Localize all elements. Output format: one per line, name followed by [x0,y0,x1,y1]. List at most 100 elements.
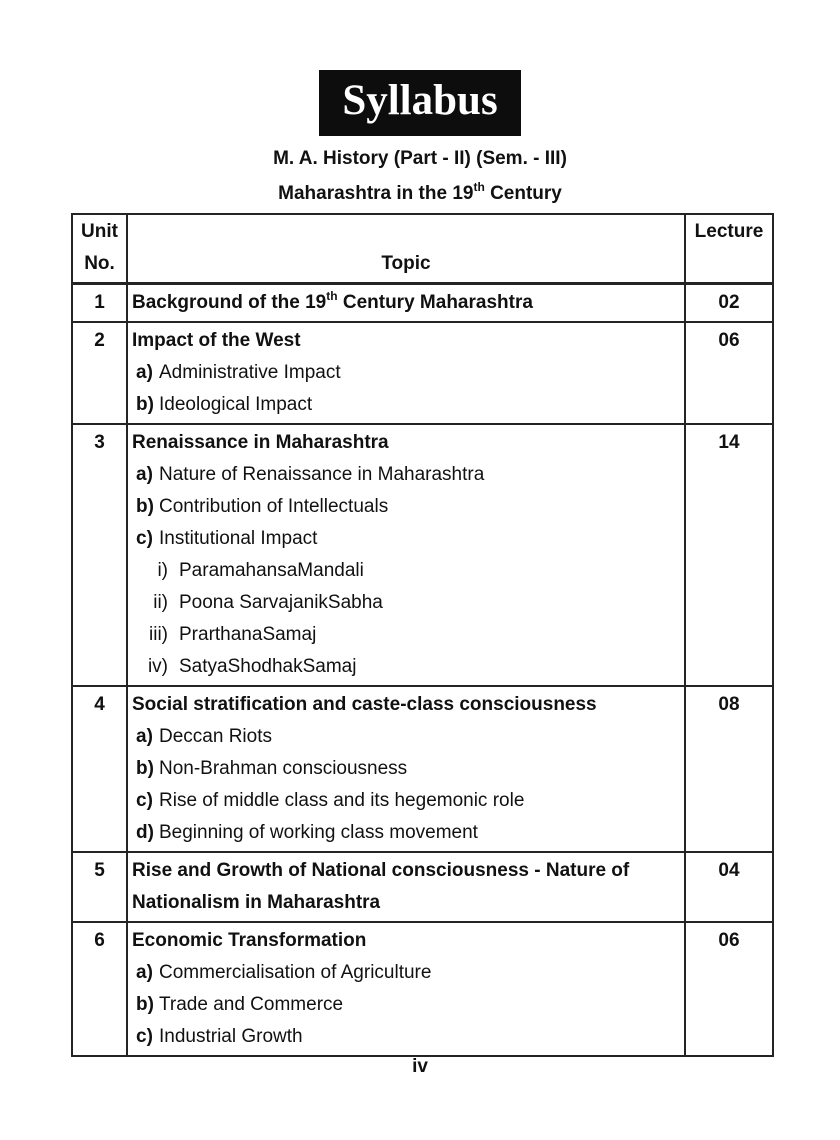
roman-item-label: iv) [147,656,168,677]
sub-item-label: b) [136,394,154,415]
roman-item-label: i) [157,560,168,581]
sub-item-label: a) [136,962,153,983]
header-topic-cell: Topic [126,213,686,285]
sub-item: b) Non-Brahman consciousness [132,753,678,785]
sub-item: c) Institutional Impact [132,523,678,555]
unit-title-line1: Rise and Growth of National consciousnes… [132,860,630,881]
lecture-count: 14 [684,423,774,687]
sub-item-text: Non-Brahman consciousness [159,758,408,779]
sub-item-label: a) [136,362,153,383]
sub-item-text: Deccan Riots [159,726,272,747]
course-title: M. A. History (Part - II) (Sem. - III) [273,148,567,169]
sub-item: a) Nature of Renaissance in Maharashtra [132,459,678,491]
syllabus-banner: Syllabus [319,70,521,136]
table-row-unit-6: 6 Economic Transformation a) Commerciali… [71,921,774,1057]
roman-item-label: iii) [149,624,168,645]
sub-item: b) Ideological Impact [132,389,678,421]
syllabus-table: Unit No. Topic Lecture 1 Background of t… [71,213,774,1057]
lecture-count: 08 [684,685,774,853]
paper-title-suffix: Century [484,183,562,204]
lecture-count: 04 [684,851,774,923]
sub-item-label: c) [136,528,153,549]
table-row-unit-2: 2 Impact of the West a) Administrative I… [71,321,774,425]
sub-item-label: b) [136,758,154,779]
sub-item-text: Commercialisation of Agriculture [159,962,432,983]
unit-title: Impact of the West [132,330,301,351]
syllabus-banner-label: Syllabus [342,77,498,124]
unit-number: 5 [71,851,128,923]
sub-item: c) Industrial Growth [132,1021,678,1053]
roman-item: i) ParamahansaMandali [132,555,678,587]
sub-item-label: b) [136,994,154,1015]
unit-title: Background of the 19th Century Maharasht… [132,287,678,319]
unit-title-prefix: Background of the 19 [132,292,327,313]
sub-item-label: a) [136,464,153,485]
sub-item-text: Rise of middle class and its hegemonic r… [159,790,525,811]
sub-item-text: Industrial Growth [159,1026,303,1047]
sub-item: b) Trade and Commerce [132,989,678,1021]
table-row-unit-4: 4 Social stratification and caste-class … [71,685,774,853]
roman-item-label: ii) [153,592,168,613]
sub-item-label: c) [136,1026,153,1047]
unit-number: 3 [71,423,128,687]
sub-item-text: Trade and Commerce [159,994,344,1015]
sub-item: a) Commercialisation of Agriculture [132,957,678,989]
sub-item: a) Administrative Impact [132,357,678,389]
lecture-count: 06 [684,921,774,1057]
topic-cell: Economic Transformation a) Commercialisa… [126,921,686,1057]
sub-item-label: a) [136,726,153,747]
sub-item-text: Contribution of Intellectuals [159,496,389,517]
unit-title-suffix: Century Maharashtra [337,292,533,313]
header-topic-spacer [129,216,683,248]
page-number: iv [412,1056,428,1077]
header-lecture-label: Lecture [694,221,764,242]
unit-number: 2 [71,321,128,425]
sub-item-text: Beginning of working class movement [159,822,478,843]
sub-item-label: d) [136,822,154,843]
roman-item: iv) SatyaShodhakSamaj [132,651,678,683]
table-header-row: Unit No. Topic Lecture [71,213,774,285]
topic-cell: Rise and Growth of National consciousnes… [126,851,686,923]
topic-cell: Impact of the West a) Administrative Imp… [126,321,686,425]
sub-item: d) Beginning of working class movement [132,817,678,849]
table-row-unit-5: 5 Rise and Growth of National consciousn… [71,851,774,923]
lecture-count: 02 [684,282,774,323]
table-row-unit-3: 3 Renaissance in Maharashtra a) Nature o… [71,423,774,687]
sub-item-text: Administrative Impact [159,362,341,383]
topic-cell: Social stratification and caste-class co… [126,685,686,853]
unit-number: 6 [71,921,128,1057]
roman-item-text: PrarthanaSamaj [179,624,317,645]
header-unit-line2: No. [84,253,115,274]
sub-item: b) Contribution of Intellectuals [132,491,678,523]
header-unit-cell: Unit No. [71,213,128,285]
table-row-unit-1: 1 Background of the 19th Century Maharas… [71,282,774,323]
roman-item-text: ParamahansaMandali [179,560,364,581]
header-topic-label: Topic [381,253,431,274]
paper-title: Maharashtra in the 19th Century [0,179,840,204]
unit-number: 4 [71,685,128,853]
sub-item-text: Institutional Impact [159,528,318,549]
roman-item: ii) Poona SarvajanikSabha [132,587,678,619]
sub-item-text: Nature of Renaissance in Maharashtra [159,464,485,485]
unit-title: Economic Transformation [132,930,367,951]
header-lecture-cell: Lecture [684,213,774,285]
unit-title-line2: Nationalism in Maharashtra [132,892,381,913]
paper-title-superscript: th [473,179,485,194]
topic-cell: Renaissance in Maharashtra a) Nature of … [126,423,686,687]
paper-title-prefix: Maharashtra in the 19 [278,183,474,204]
roman-item-text: Poona SarvajanikSabha [179,592,383,613]
roman-item: iii) PrarthanaSamaj [132,619,678,651]
sub-item-label: b) [136,496,154,517]
sub-item: a) Deccan Riots [132,721,678,753]
topic-cell: Background of the 19th Century Maharasht… [126,282,686,323]
header-unit-line1: Unit [81,221,118,242]
unit-number: 1 [71,282,128,323]
lecture-count: 06 [684,321,774,425]
sub-item-text: Ideological Impact [159,394,313,415]
unit-title: Social stratification and caste-class co… [132,694,597,715]
unit-title: Renaissance in Maharashtra [132,432,389,453]
sub-item: c) Rise of middle class and its hegemoni… [132,785,678,817]
roman-item-text: SatyaShodhakSamaj [179,656,357,677]
unit-title-superscript: th [326,288,338,303]
